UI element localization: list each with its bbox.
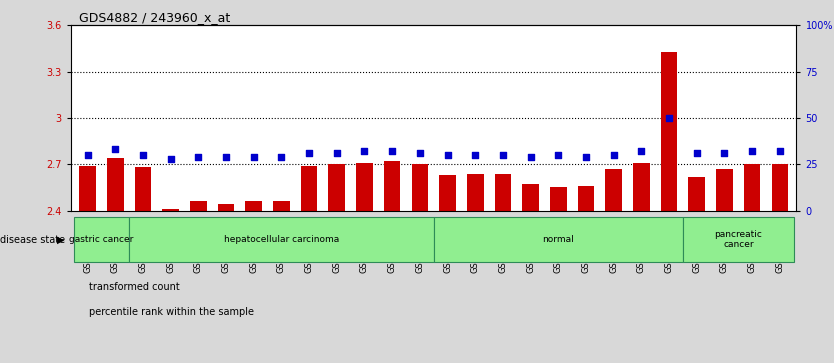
Point: [496, 152, 510, 158]
Text: disease state: disease state: [0, 234, 65, 245]
Bar: [716, 169, 733, 211]
Text: pancreatic
cancer: pancreatic cancer: [715, 230, 762, 249]
Bar: [384, 161, 400, 211]
Point: [385, 148, 399, 154]
Bar: [633, 163, 650, 211]
Bar: [134, 167, 151, 211]
Text: normal: normal: [542, 235, 574, 244]
Point: [746, 148, 759, 154]
Point: [551, 152, 565, 158]
Text: hepatocellular carcinoma: hepatocellular carcinoma: [224, 235, 339, 244]
Bar: [688, 176, 705, 211]
Point: [81, 152, 94, 158]
Bar: [744, 164, 761, 211]
Point: [773, 148, 786, 154]
Bar: [329, 164, 345, 211]
Bar: [218, 204, 234, 211]
Bar: [129, 217, 434, 262]
Point: [274, 154, 288, 160]
Bar: [107, 158, 123, 211]
Point: [164, 156, 178, 162]
Point: [441, 152, 455, 158]
Point: [635, 148, 648, 154]
Bar: [356, 163, 373, 211]
Point: [662, 115, 676, 121]
Point: [136, 152, 149, 158]
Text: ▶: ▶: [57, 234, 64, 245]
Bar: [683, 217, 794, 262]
Point: [219, 154, 233, 160]
Point: [358, 148, 371, 154]
Point: [192, 154, 205, 160]
Point: [469, 152, 482, 158]
Bar: [605, 169, 622, 211]
Bar: [771, 164, 788, 211]
Point: [607, 152, 620, 158]
Bar: [411, 164, 428, 211]
Bar: [495, 174, 511, 211]
Text: percentile rank within the sample: percentile rank within the sample: [89, 307, 254, 317]
Text: GDS4882 / 243960_x_at: GDS4882 / 243960_x_at: [79, 11, 230, 24]
Bar: [522, 184, 539, 211]
Bar: [550, 187, 566, 211]
Bar: [434, 217, 683, 262]
Point: [580, 154, 593, 160]
Bar: [73, 217, 129, 262]
Point: [108, 147, 122, 152]
Text: gastric cancer: gastric cancer: [69, 235, 133, 244]
Bar: [661, 52, 677, 211]
Bar: [190, 201, 207, 211]
Point: [718, 150, 731, 156]
Point: [690, 150, 703, 156]
Bar: [245, 201, 262, 211]
Point: [247, 154, 260, 160]
Bar: [163, 209, 179, 211]
Point: [524, 154, 537, 160]
Bar: [467, 174, 484, 211]
Bar: [578, 186, 595, 211]
Point: [330, 150, 344, 156]
Point: [303, 150, 316, 156]
Bar: [79, 166, 96, 211]
Point: [413, 150, 426, 156]
Bar: [440, 175, 456, 211]
Text: transformed count: transformed count: [89, 282, 180, 292]
Bar: [301, 166, 318, 211]
Bar: [273, 201, 289, 211]
